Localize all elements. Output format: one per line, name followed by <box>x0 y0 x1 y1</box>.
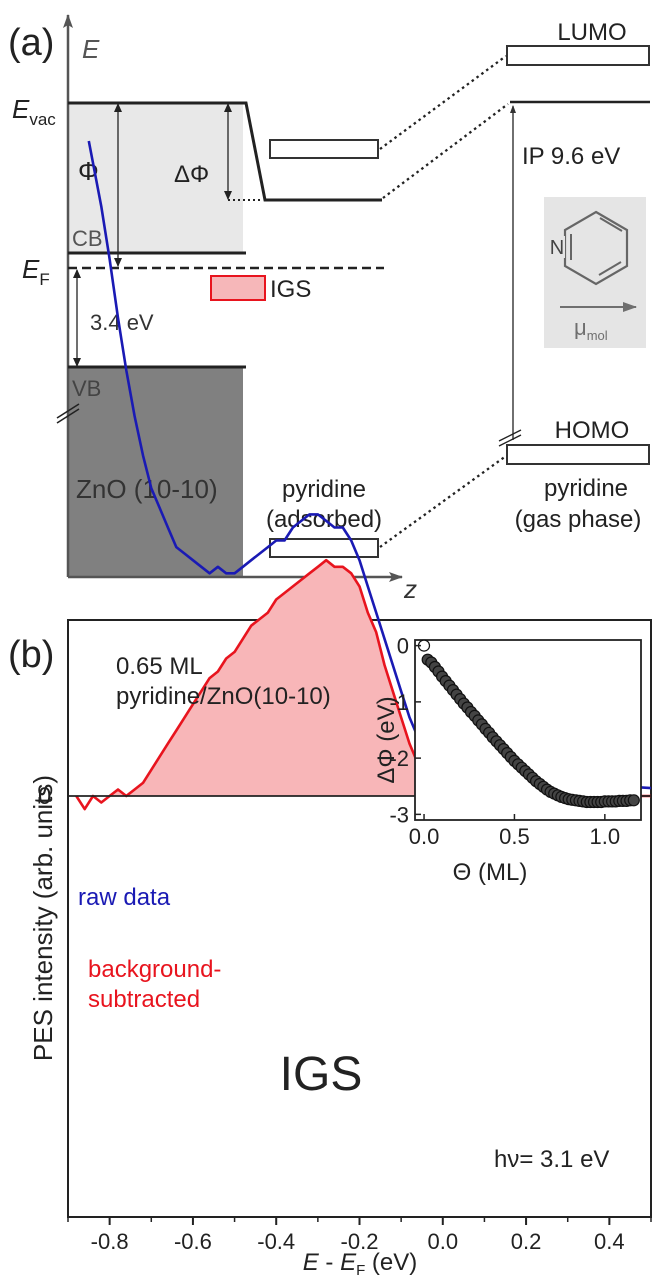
x-axis-ticks: -0.8 -0.6 -0.4 -0.2 0.0 0.2 0.4 <box>67 1217 652 1254</box>
panel-a-label: (a) <box>8 22 54 64</box>
gas-homo-box <box>506 444 650 465</box>
energy-axis-label: E <box>82 34 100 64</box>
igs-label-a: IGS <box>270 276 311 303</box>
inset-frame <box>414 639 642 821</box>
inset-x-tick-label: 0.0 <box>409 824 440 849</box>
inset-x-axis-label: Θ (ML) <box>453 859 528 886</box>
igs-label-b: IGS <box>280 1048 363 1101</box>
igs-box <box>210 275 266 301</box>
x-tick-label: -0.2 <box>341 1229 379 1254</box>
x-tick-label: 0.2 <box>511 1229 542 1254</box>
homo-correlation-line <box>379 455 507 548</box>
x-tick-label: 0.4 <box>594 1229 625 1254</box>
substrate-label: ZnO (10-10) <box>76 474 218 504</box>
x-axis-label: E - EF (eV) <box>303 1249 418 1279</box>
inset-plot-area <box>417 639 640 809</box>
y-axis-label: PES intensity (arb. units) <box>28 775 58 1061</box>
igs-fill-area <box>76 560 652 796</box>
homo-label: HOMO <box>555 417 630 444</box>
vb-label: VB <box>72 376 101 401</box>
ip-break-mark <box>498 434 522 447</box>
panel-b: (b) 0 PES intensity (arb. units) -0.8 -0.… <box>8 140 652 1279</box>
inset-x-tick-label: 1.0 <box>590 824 621 849</box>
nitrogen-atom-label: N <box>550 237 564 259</box>
x-tick-label: -0.6 <box>174 1229 212 1254</box>
gas-lumo-box <box>506 45 650 66</box>
adsorbed-label-line1: pyridine <box>282 476 366 503</box>
y-zero-label: 0 <box>38 783 51 810</box>
e-vac-label: Evac <box>12 94 56 129</box>
x-tick-label: -0.4 <box>257 1229 295 1254</box>
axis-break-mark <box>56 408 80 424</box>
adsorbed-lumo-box <box>269 139 379 159</box>
inset-y-tick-label: -2 <box>389 746 409 771</box>
ip-label: IP 9.6 eV <box>522 143 620 170</box>
valence-band-region <box>68 367 243 577</box>
nitrogen-atom-bg <box>549 236 565 258</box>
raw-data-label: raw data <box>78 884 171 911</box>
panel-b-label: (b) <box>8 634 54 676</box>
background-label-line1: background- <box>88 956 221 983</box>
photon-energy-label: hν= 3.1 eV <box>494 1146 609 1173</box>
vacuum-correlation-line <box>382 103 509 199</box>
panel-a: (a) E z Evac CB EF VB ZnO (10-10) Φ <box>8 14 650 604</box>
lumo-label: LUMO <box>557 19 626 46</box>
axis-break-mark <box>56 403 80 419</box>
gas-label-line2: (gas phase) <box>515 506 642 533</box>
x-tick-label: -0.8 <box>91 1229 129 1254</box>
coverage-label: 0.65 ML <box>116 653 203 680</box>
ip-break-mark <box>498 429 522 442</box>
background-label-line2: subtracted <box>88 986 200 1013</box>
e-f-label: EF <box>22 254 50 289</box>
delta-phi-label: ΔΦ <box>174 161 209 188</box>
z-axis-label: z <box>403 574 417 604</box>
molecule-box <box>544 197 646 348</box>
inset-y-tick-label: -1 <box>389 690 409 715</box>
adsorbed-homo-box <box>269 538 379 558</box>
pyridine-ring-icon <box>563 210 629 286</box>
system-label: pyridine/ZnO(10-10) <box>116 683 331 710</box>
lumo-correlation-line <box>379 55 507 150</box>
vacuum-level-line <box>68 101 382 202</box>
inset-y-tick-label: -3 <box>389 802 409 827</box>
pyridine-double-bond <box>598 261 622 276</box>
cb-label: CB <box>72 226 103 251</box>
inset-y-tick-label: 0 <box>397 634 409 659</box>
inset-data-point <box>627 794 640 807</box>
gas-label-line1: pyridine <box>544 475 628 502</box>
inset-axis-ticks: 0 -1 -2 -30.0 0.5 1.0 <box>389 634 620 849</box>
dipole-label: μmol <box>574 315 608 343</box>
inset-y-axis-label: ΔΦ (eV) <box>373 696 400 783</box>
band-gap-label: 3.4 eV <box>90 310 154 335</box>
pyridine-double-bond <box>599 217 623 232</box>
x-tick-label: 0.0 <box>427 1229 458 1254</box>
inset-x-tick-label: 0.5 <box>499 824 530 849</box>
